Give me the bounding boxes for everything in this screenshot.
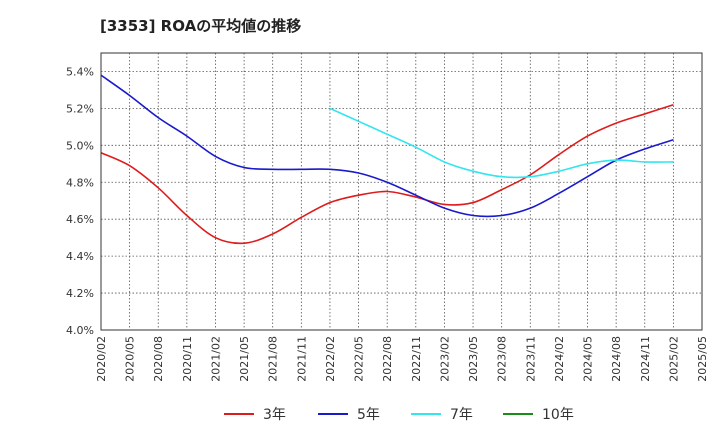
y-tick-label: 5.2% bbox=[66, 102, 94, 115]
x-tick-label: 2022/11 bbox=[410, 336, 423, 382]
x-tick-label: 2022/08 bbox=[381, 336, 394, 382]
x-tick-label: 2020/05 bbox=[124, 336, 137, 382]
plot-frame bbox=[100, 52, 703, 331]
x-tick-label: 2024/08 bbox=[610, 336, 623, 382]
legend: 3年 5年 7年 10年 bbox=[224, 407, 574, 423]
y-tick-label: 4.0% bbox=[66, 324, 94, 337]
y-tick-label: 4.6% bbox=[66, 213, 94, 226]
legend-label-0: 3年 bbox=[263, 407, 286, 423]
x-tick-label: 2024/11 bbox=[639, 336, 652, 382]
x-tick-label: 2022/02 bbox=[324, 336, 337, 382]
x-tick-label: 2025/05 bbox=[696, 336, 709, 382]
y-tick-label: 5.4% bbox=[66, 65, 94, 78]
x-tick-label: 2023/11 bbox=[524, 336, 537, 382]
x-tick-label: 2023/05 bbox=[467, 336, 480, 382]
x-tick-label: 2024/05 bbox=[582, 336, 595, 382]
grid bbox=[100, 53, 703, 331]
series-line-2 bbox=[329, 107, 674, 179]
legend-label-3: 10年 bbox=[542, 407, 574, 423]
series-lines bbox=[100, 74, 674, 245]
x-tick-label: 2020/11 bbox=[181, 336, 194, 382]
x-tick-label: 2021/02 bbox=[209, 336, 222, 382]
x-tick-label: 2021/05 bbox=[238, 336, 251, 382]
y-tick-label: 4.2% bbox=[66, 287, 94, 300]
y-tick-label: 4.8% bbox=[66, 176, 94, 189]
x-axis-ticks: 2020/02 2020/05 2020/08 2020/11 2021/02 2021/… bbox=[95, 336, 709, 382]
x-tick-label: 2025/02 bbox=[667, 336, 680, 382]
x-tick-label: 2024/02 bbox=[553, 336, 566, 382]
legend-label-1: 5年 bbox=[357, 407, 380, 423]
y-axis-ticks: 4.0% 4.2% 4.4% 4.6% 4.8% 5.0% 5.2% 5.4% bbox=[66, 65, 94, 337]
y-tick-label: 5.0% bbox=[66, 139, 94, 152]
x-tick-label: 2023/08 bbox=[496, 336, 509, 382]
series-line-0 bbox=[100, 103, 674, 245]
legend-label-2: 7年 bbox=[450, 407, 473, 423]
chart-title: [3353] ROAの平均値の推移 bbox=[100, 17, 301, 35]
x-tick-label: 2022/05 bbox=[353, 336, 366, 382]
x-tick-label: 2020/02 bbox=[95, 336, 108, 382]
x-tick-label: 2021/11 bbox=[295, 336, 308, 382]
y-tick-label: 4.4% bbox=[66, 250, 94, 263]
x-tick-label: 2023/02 bbox=[438, 336, 451, 382]
x-tick-label: 2021/08 bbox=[267, 336, 280, 382]
series-line-1 bbox=[100, 74, 674, 218]
x-tick-label: 2020/08 bbox=[152, 336, 165, 382]
